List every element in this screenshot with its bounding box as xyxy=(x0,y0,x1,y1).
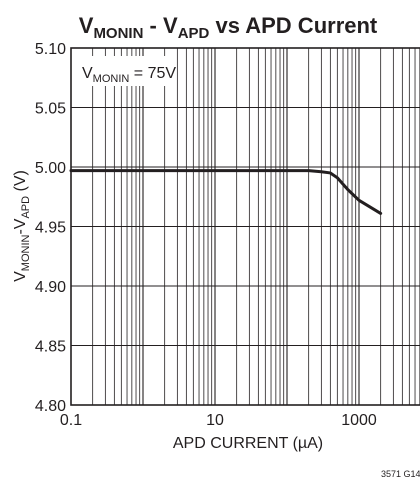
ylabel-unit: (V) xyxy=(12,170,29,196)
title-dash: - xyxy=(143,13,163,38)
y-tick-label: 4.90 xyxy=(35,279,66,296)
title-v2-sub: APD xyxy=(178,25,210,42)
title-rest: vs APD Current xyxy=(209,13,378,38)
y-tick-label: 4.95 xyxy=(35,220,66,237)
y-tick-label: 4.85 xyxy=(35,339,66,356)
y-tick-label: 5.00 xyxy=(35,160,66,177)
ylabel-v2-sub: APD xyxy=(20,196,32,219)
annotation-v: V xyxy=(82,65,93,82)
y-tick-label: 5.05 xyxy=(35,101,66,118)
chart-title: VMONIN - VAPD vs APD Current xyxy=(79,13,378,42)
figure-id: 3571 G14 xyxy=(381,469,420,479)
x-tick-label: 10 xyxy=(206,412,224,429)
annotation-box xyxy=(76,56,174,86)
ylabel-v1: V xyxy=(12,271,29,282)
ylabel-v1-sub: MONIN xyxy=(20,234,32,271)
x-tick-label: 1000 xyxy=(341,412,377,429)
ylabel-mid: -V xyxy=(12,218,29,234)
annotation-rest: = 75V xyxy=(129,65,176,82)
annotation-sub: MONIN xyxy=(93,73,130,85)
title-v1-sub: MONIN xyxy=(93,25,143,42)
title-v2: V xyxy=(163,13,178,38)
x-axis-label: APD CURRENT (µA) xyxy=(173,435,323,452)
axes: 5.10 5.05 5.00 4.95 4.90 4.85 4.800.1 10 1000 xyxy=(35,41,377,429)
x-tick-label: 0.1 xyxy=(60,412,82,429)
y-tick-label: 5.10 xyxy=(35,41,66,58)
y-tick-label: 4.80 xyxy=(35,398,66,415)
series-line xyxy=(69,169,383,215)
annotation: VMONIN = 75V xyxy=(82,65,176,85)
title-v1: V xyxy=(79,13,94,38)
grid xyxy=(71,48,420,405)
y-axis-label: VMONIN-VAPD (V) xyxy=(12,170,32,282)
plot-frame xyxy=(70,47,420,406)
